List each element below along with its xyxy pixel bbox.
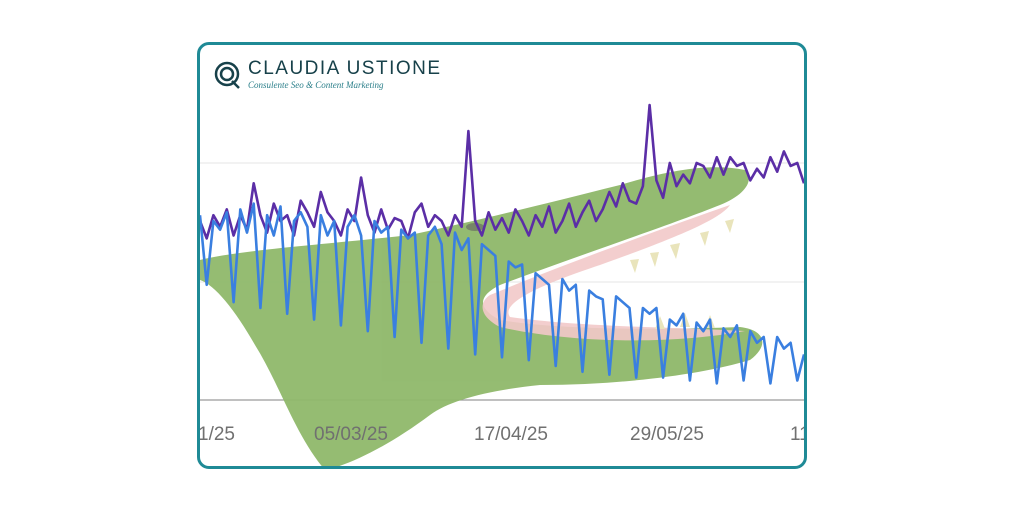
crocodile-body <box>200 167 763 466</box>
crocodile-eye <box>466 223 484 231</box>
crocodile-mouth <box>482 205 745 341</box>
chart-canvas: 1/25 05/03/25 17/04/25 29/05/25 11 <box>200 103 804 466</box>
chart-card: 1/25 05/03/25 17/04/25 29/05/25 11 CLAUD… <box>197 42 807 469</box>
x-tick-label: 29/05/25 <box>630 424 704 445</box>
brand-mark-icon <box>214 61 240 89</box>
brand-logo: CLAUDIA USTIONE Consulente Seo & Content… <box>214 59 442 90</box>
x-tick-label: 05/03/25 <box>314 424 388 445</box>
series-line-purple <box>200 103 804 240</box>
crocodile-illustration <box>200 167 763 466</box>
brand-name: CLAUDIA USTIONE <box>248 58 442 79</box>
x-tick-label: 11 <box>790 424 804 445</box>
series-line-blue <box>200 202 804 385</box>
x-tick-label: 1/25 <box>200 424 235 445</box>
x-tick-label: 17/04/25 <box>474 424 548 445</box>
brand-tagline: Consulente Seo & Content Marketing <box>248 80 384 90</box>
